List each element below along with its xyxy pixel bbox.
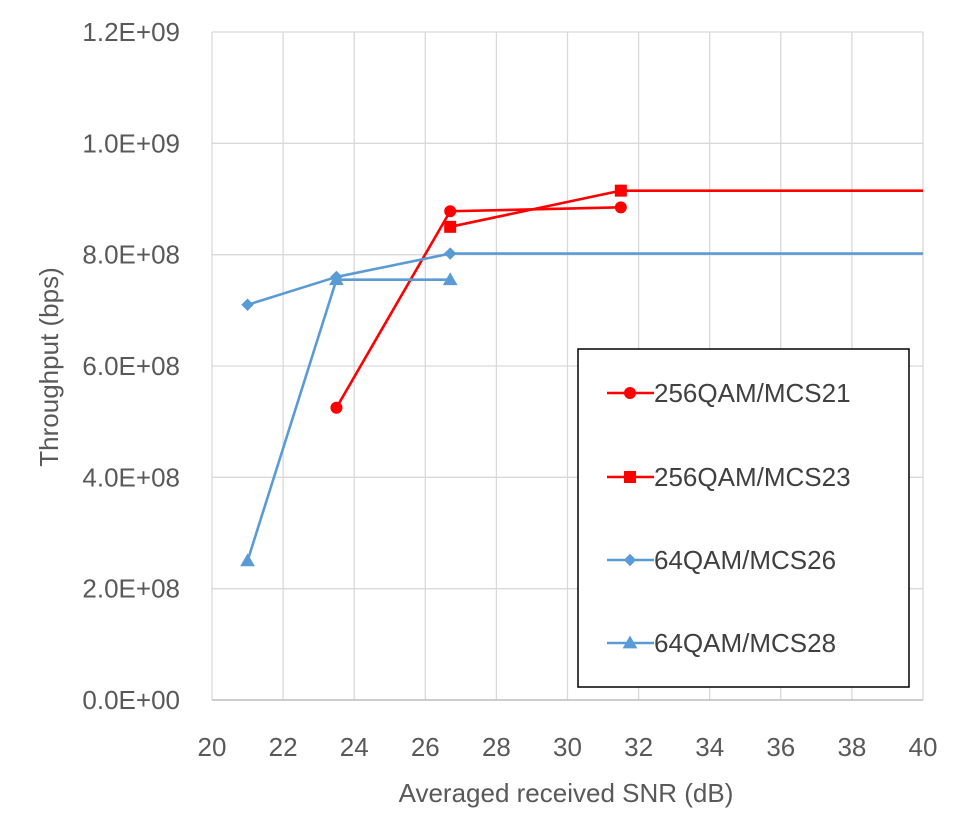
data-point <box>241 298 254 311</box>
series-64qam-mcs28 <box>240 272 458 567</box>
x-tick-label: 28 <box>482 732 511 762</box>
data-point <box>444 220 457 233</box>
series-layer <box>240 184 923 567</box>
series-256qam-mcs23 <box>444 184 923 233</box>
series-line <box>247 252 923 307</box>
y-tick-label: 1.2E+09 <box>82 17 180 47</box>
data-point <box>444 205 457 218</box>
data-point <box>329 272 344 286</box>
data-point <box>443 247 457 260</box>
series-line <box>246 278 451 562</box>
data-point <box>614 201 627 214</box>
legend-label: 256QAM/MCS23 <box>654 462 851 492</box>
data-point <box>330 401 343 414</box>
x-tick-label: 36 <box>766 732 795 762</box>
legend-label: 64QAM/MCS28 <box>654 628 836 658</box>
x-tick-label: 40 <box>909 732 938 762</box>
series-256qam-mcs21 <box>330 201 627 414</box>
x-axis-title: Averaged received SNR (dB) <box>399 778 734 808</box>
x-tick-label: 30 <box>553 732 582 762</box>
y-tick-label: 4.0E+08 <box>82 462 180 492</box>
y-axis-title: Throughput (bps) <box>34 267 64 466</box>
x-tick-label: 20 <box>198 732 227 762</box>
legend-entry: 64QAM/MCS28 <box>607 628 836 658</box>
y-tick-label: 2.0E+08 <box>82 574 180 604</box>
x-tick-label: 38 <box>837 732 866 762</box>
tick-labels: 20 22 24 26 28 30 32 34 36 38 40 0.0E+00 2.0E+08 4.0E… <box>82 17 937 762</box>
legend-entry: 256QAM/MCS23 <box>607 462 851 492</box>
legend-label: 256QAM/MCS21 <box>654 378 851 408</box>
x-tick-label: 24 <box>340 732 369 762</box>
y-tick-label: 1.0E+09 <box>82 128 180 158</box>
legend-entry: 64QAM/MCS26 <box>607 545 836 575</box>
y-tick-label: 0.0E+00 <box>82 685 180 715</box>
legend: 256QAM/MCS21 256QAM/MCS23 64QAM/MCS26 64QAM… <box>577 348 910 688</box>
legend-box <box>577 348 910 688</box>
legend-marker <box>624 471 636 483</box>
legend-entry: 256QAM/MCS21 <box>607 378 851 408</box>
y-tick-label: 8.0E+08 <box>82 240 180 270</box>
x-tick-label: 32 <box>624 732 653 762</box>
data-point <box>442 272 458 286</box>
x-tick-label: 22 <box>269 732 298 762</box>
legend-marker <box>624 387 636 399</box>
legend-label: 64QAM/MCS26 <box>654 545 836 575</box>
x-tick-label: 34 <box>695 732 724 762</box>
legend-marker <box>623 553 637 567</box>
data-point <box>240 553 255 567</box>
data-point <box>614 184 627 197</box>
legend-marker <box>622 635 638 649</box>
x-tick-label: 26 <box>411 732 440 762</box>
y-tick-label: 6.0E+08 <box>82 351 180 381</box>
